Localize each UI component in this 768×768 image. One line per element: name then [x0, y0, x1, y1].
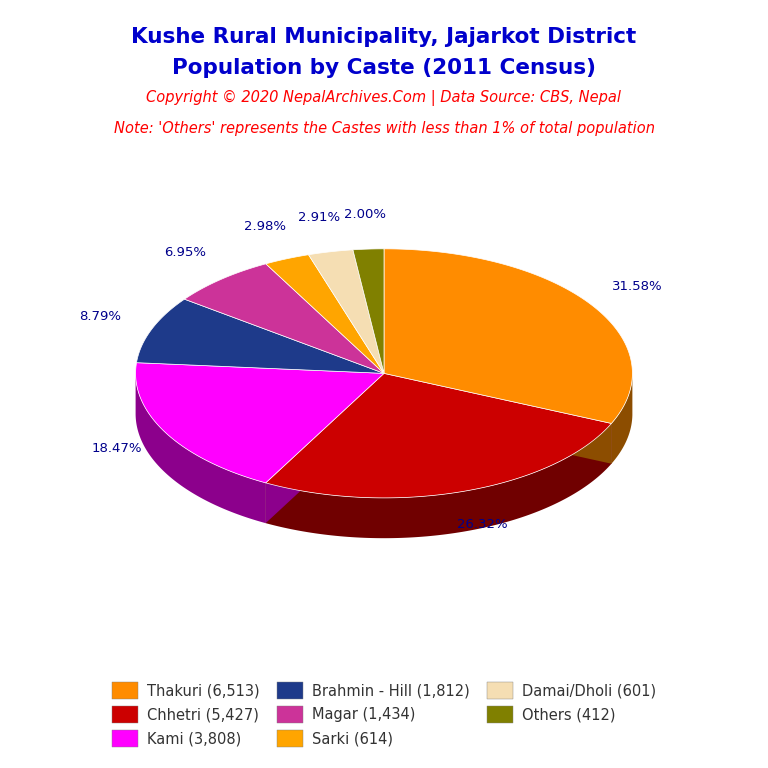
Text: 2.98%: 2.98%	[244, 220, 286, 233]
Text: 2.00%: 2.00%	[344, 208, 386, 220]
Polygon shape	[136, 362, 384, 483]
Polygon shape	[353, 249, 384, 373]
Polygon shape	[266, 255, 384, 373]
Polygon shape	[266, 423, 611, 538]
Polygon shape	[266, 373, 611, 498]
Text: 8.79%: 8.79%	[80, 310, 121, 323]
Text: 6.95%: 6.95%	[164, 247, 207, 260]
Text: Note: 'Others' represents the Castes with less than 1% of total population: Note: 'Others' represents the Castes wit…	[114, 121, 654, 136]
Text: 18.47%: 18.47%	[92, 442, 142, 455]
Polygon shape	[611, 375, 632, 464]
Text: 2.91%: 2.91%	[298, 211, 339, 224]
Polygon shape	[137, 300, 384, 373]
Text: Kushe Rural Municipality, Jajarkot District: Kushe Rural Municipality, Jajarkot Distr…	[131, 27, 637, 47]
Text: Copyright © 2020 NepalArchives.Com | Data Source: CBS, Nepal: Copyright © 2020 NepalArchives.Com | Dat…	[147, 90, 621, 106]
Polygon shape	[184, 264, 384, 373]
Polygon shape	[136, 374, 266, 523]
Text: 26.32%: 26.32%	[457, 518, 508, 531]
Polygon shape	[384, 373, 611, 464]
Polygon shape	[266, 373, 384, 523]
Text: Population by Caste (2011 Census): Population by Caste (2011 Census)	[172, 58, 596, 78]
Text: 31.58%: 31.58%	[612, 280, 663, 293]
Polygon shape	[384, 249, 632, 423]
Legend: Thakuri (6,513), Chhetri (5,427), Kami (3,808), Brahmin - Hill (1,812), Magar (1: Thakuri (6,513), Chhetri (5,427), Kami (…	[106, 677, 662, 753]
Polygon shape	[384, 373, 611, 464]
Polygon shape	[266, 373, 384, 523]
Polygon shape	[309, 250, 384, 373]
